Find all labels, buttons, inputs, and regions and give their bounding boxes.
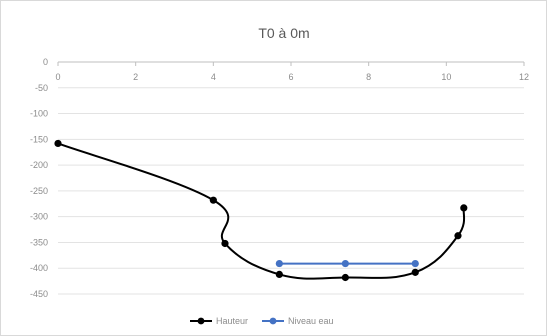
data-point-hauteur xyxy=(454,232,462,240)
legend-marker-hauteur xyxy=(197,317,205,325)
data-point-hauteur xyxy=(221,239,229,248)
gridlines xyxy=(58,61,524,295)
y-tick-label: -450 xyxy=(30,289,48,299)
data-point-hauteur xyxy=(275,270,283,279)
y-tick-label: -250 xyxy=(30,186,48,196)
x-tick-label: 6 xyxy=(288,72,293,82)
data-point-niveau-eau xyxy=(341,259,349,268)
y-tick-labels: 0 -50 -100 -150 -200 -250 -300 -350 -400 -450 xyxy=(30,57,48,299)
y-tick-label: -50 xyxy=(35,83,48,93)
x-tick-label: 8 xyxy=(366,72,371,82)
data-point-niveau-eau xyxy=(275,259,283,268)
series-layer xyxy=(54,139,468,282)
chart-title: T0 à 0m xyxy=(258,25,309,41)
y-tick-label: -150 xyxy=(30,134,48,144)
y-tick-label: -350 xyxy=(30,237,48,247)
y-tick-label: -100 xyxy=(30,109,48,119)
y-tick-label: -200 xyxy=(30,160,48,170)
series-niveau-eau xyxy=(275,259,419,268)
x-tick-labels: 0 2 4 6 8 10 12 xyxy=(55,62,529,82)
data-point-hauteur xyxy=(54,139,62,148)
x-tick-label: 4 xyxy=(211,72,216,82)
x-tick-label: 10 xyxy=(441,72,451,82)
legend: Hauteur Niveau eau xyxy=(190,316,334,326)
x-tick-label: 0 xyxy=(55,72,60,82)
legend-entry-niveau-eau: Niveau eau xyxy=(262,316,334,326)
data-point-hauteur xyxy=(460,204,468,212)
y-tick-label: -300 xyxy=(30,212,48,222)
legend-marker-niveau-eau xyxy=(269,317,277,325)
data-point-niveau-eau xyxy=(411,259,419,268)
x-tick-label: 2 xyxy=(133,72,138,82)
data-point-hauteur xyxy=(411,268,419,276)
data-point-hauteur xyxy=(209,196,217,204)
legend-entry-hauteur: Hauteur xyxy=(190,316,248,326)
y-tick-label: -400 xyxy=(30,263,48,273)
data-point-hauteur xyxy=(341,273,349,282)
series-hauteur xyxy=(54,139,468,282)
series-line-hauteur xyxy=(57,142,466,280)
legend-label-niveau-eau: Niveau eau xyxy=(288,316,334,326)
y-tick-label: 0 xyxy=(43,57,48,67)
legend-label-hauteur: Hauteur xyxy=(216,316,248,326)
x-tick-label: 12 xyxy=(519,72,529,82)
